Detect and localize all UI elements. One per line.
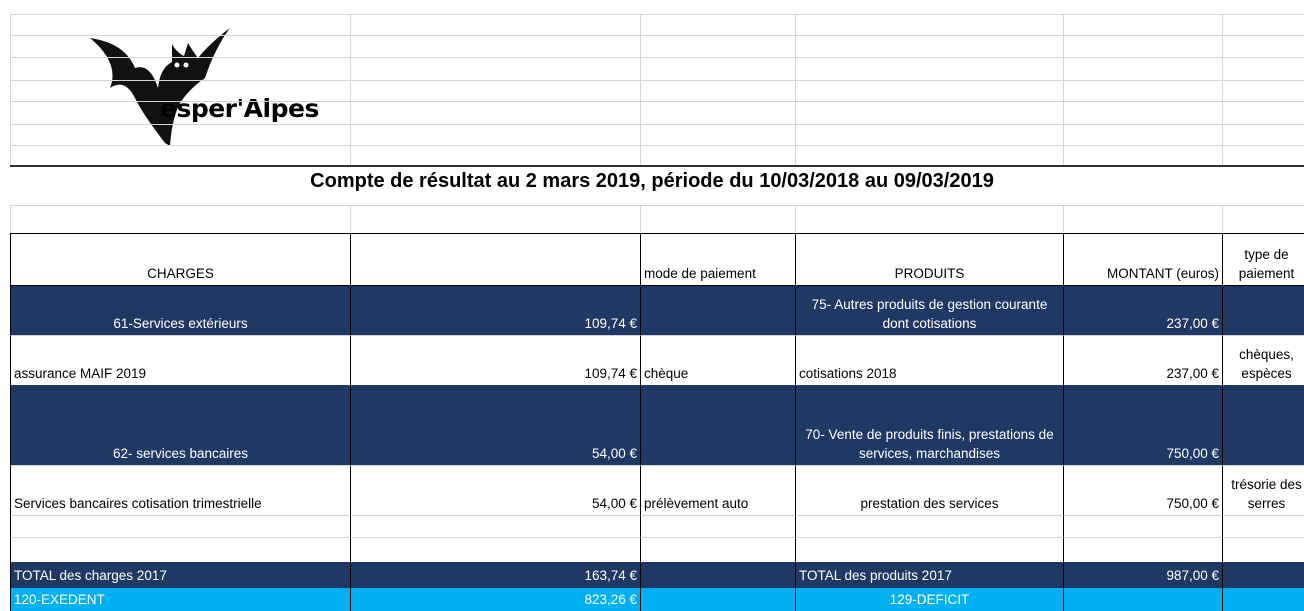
header-cell bbox=[350, 233, 640, 285]
grid-line bbox=[1063, 205, 1064, 233]
grid-line bbox=[795, 205, 796, 233]
header-cell: MONTANT (euros) bbox=[1063, 233, 1222, 285]
grid-line bbox=[640, 205, 641, 233]
header-cell: mode de paiement bbox=[640, 233, 795, 285]
separator bbox=[10, 165, 1304, 167]
title: Compte de résultat au 2 mars 2019, pério… bbox=[310, 170, 994, 192]
header-cell: type de paiement bbox=[1222, 233, 1304, 285]
table-cell bbox=[10, 537, 350, 562]
table-cell bbox=[10, 515, 350, 537]
table-cell: 54,00 € bbox=[350, 385, 640, 465]
table-cell: chèques, espèces bbox=[1222, 335, 1304, 385]
grid-line bbox=[10, 101, 1304, 102]
table-cell: 61-Services extérieurs bbox=[10, 285, 350, 335]
table-cell: 109,74 € bbox=[350, 285, 640, 335]
table-cell: 109,74 € bbox=[350, 335, 640, 385]
grid-line bbox=[1063, 14, 1064, 166]
logo-bat bbox=[80, 18, 320, 158]
table-cell bbox=[1222, 515, 1304, 537]
table-cell bbox=[640, 515, 795, 537]
table-cell: assurance MAIF 2019 bbox=[10, 335, 350, 385]
table-cell bbox=[1063, 537, 1222, 562]
table-cell: TOTAL des produits 2017 bbox=[795, 562, 1063, 587]
grid-line bbox=[10, 14, 1304, 15]
table-cell: 120-EXEDENT bbox=[10, 587, 350, 611]
table-cell: 163,74 € bbox=[350, 562, 640, 587]
grid-line bbox=[10, 80, 1304, 81]
table-cell: 750,00 € bbox=[1063, 385, 1222, 465]
table-cell bbox=[1222, 587, 1304, 611]
grid-line bbox=[10, 14, 11, 166]
table-cell: 987,00 € bbox=[1063, 562, 1222, 587]
grid-line bbox=[1222, 14, 1223, 166]
table-cell: trésorie des serres bbox=[1222, 465, 1304, 515]
table-cell bbox=[350, 515, 640, 537]
table-cell: Services bancaires cotisation trimestrie… bbox=[10, 465, 350, 515]
table-cell bbox=[1063, 515, 1222, 537]
table-cell: prélèvement auto bbox=[640, 465, 795, 515]
table-cell bbox=[640, 537, 795, 562]
table-cell: prestation des services bbox=[795, 465, 1063, 515]
table-cell: 823,26 € bbox=[350, 587, 640, 611]
grid-line bbox=[10, 57, 1304, 58]
table-cell: chèque bbox=[640, 335, 795, 385]
table-cell bbox=[795, 515, 1063, 537]
grid-line bbox=[640, 14, 641, 166]
table-cell: 237,00 € bbox=[1063, 335, 1222, 385]
grid-line bbox=[10, 205, 1304, 206]
table-cell bbox=[795, 537, 1063, 562]
grid-line bbox=[10, 35, 1304, 36]
table-cell bbox=[1222, 537, 1304, 562]
table-cell bbox=[640, 587, 795, 611]
table-cell bbox=[350, 537, 640, 562]
table-cell bbox=[1063, 587, 1222, 611]
table-cell: TOTAL des charges 2017 bbox=[10, 562, 350, 587]
table-cell bbox=[1222, 285, 1304, 335]
table-cell bbox=[1222, 562, 1304, 587]
table-cell: 54,00 € bbox=[350, 465, 640, 515]
grid-line bbox=[10, 205, 11, 233]
table-cell bbox=[640, 285, 795, 335]
grid-line bbox=[10, 124, 1304, 125]
table-cell: 62- services bancaires bbox=[10, 385, 350, 465]
grid-line bbox=[350, 14, 351, 166]
table-cell: 129-DEFICIT bbox=[795, 587, 1063, 611]
table-cell bbox=[640, 385, 795, 465]
grid-line bbox=[795, 14, 796, 166]
table-cell: 75- Autres produits de gestion courante … bbox=[795, 285, 1063, 335]
grid-line bbox=[350, 205, 351, 233]
grid-line bbox=[10, 145, 1304, 146]
table-cell: 750,00 € bbox=[1063, 465, 1222, 515]
table-cell bbox=[640, 562, 795, 587]
table-cell: 237,00 € bbox=[1063, 285, 1222, 335]
table-cell bbox=[1222, 385, 1304, 465]
logo-text: esper'Alpes bbox=[160, 94, 319, 123]
grid-line bbox=[1222, 205, 1223, 233]
header-cell: CHARGES bbox=[10, 233, 350, 285]
table-cell: cotisations 2018 bbox=[795, 335, 1063, 385]
table-cell: 70- Vente de produits finis, prestations… bbox=[795, 385, 1063, 465]
header-cell: PRODUITS bbox=[795, 233, 1063, 285]
